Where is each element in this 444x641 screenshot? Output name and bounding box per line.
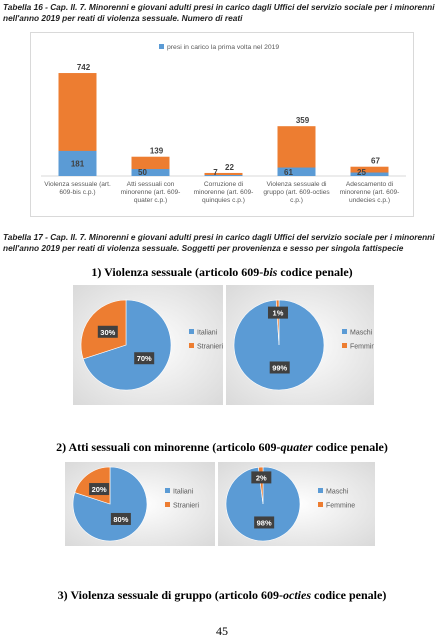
data-label: 1% bbox=[273, 309, 284, 318]
x-tick-label: Violenza sessuale di gruppo (art. 609-oc… bbox=[263, 181, 330, 204]
title-part: quater bbox=[280, 440, 313, 454]
data-label: 50 bbox=[138, 168, 147, 177]
legend-swatch bbox=[318, 502, 323, 507]
data-label: 98% bbox=[257, 518, 272, 527]
data-label: 80% bbox=[113, 515, 128, 524]
section-title: 3) Violenza sessuale di gruppo (articolo… bbox=[0, 588, 444, 603]
label-box bbox=[110, 512, 131, 525]
bar bbox=[277, 167, 316, 176]
legend-label: Maschi bbox=[350, 330, 373, 337]
section-title: 1) Violenza sessuale (articolo 609-bis c… bbox=[0, 265, 444, 280]
legend-swatch bbox=[165, 502, 170, 507]
label-box bbox=[134, 352, 155, 365]
data-label: 359 bbox=[296, 116, 310, 125]
legend-label: Stranieri bbox=[197, 344, 223, 351]
data-label: 70% bbox=[137, 354, 152, 363]
data-label: 742 bbox=[77, 63, 91, 72]
x-tick-label: Atti sessuali con minorenne (art. 609-qu… bbox=[120, 181, 181, 204]
title-part: 2) Atti sessuali con minorenne (articolo… bbox=[56, 440, 281, 454]
title-part: 1) Violenza sessuale (articolo 609- bbox=[91, 265, 264, 279]
legend-swatch bbox=[189, 329, 194, 334]
legend-label: presi in carico la prima volta nel 2019 bbox=[167, 44, 279, 51]
caption: Tabella 17 - Cap. II. 7. Minorenni e gio… bbox=[3, 232, 435, 253]
data-label: 99% bbox=[272, 363, 287, 372]
data-label: 181 bbox=[71, 159, 85, 168]
x-tick-label: Corruzione di minorenne (art. 609-quinqu… bbox=[193, 181, 254, 204]
label-box bbox=[267, 306, 288, 319]
title-part: 3) Violenza sessuale di gruppo (articolo… bbox=[57, 588, 283, 602]
label-box bbox=[269, 361, 290, 374]
label-box bbox=[254, 516, 275, 529]
pie-chart: 80% 20% Italiani Stranieri bbox=[65, 462, 215, 546]
legend-swatch bbox=[342, 329, 347, 334]
title-part: codice penale) bbox=[277, 265, 353, 279]
legend-swatch bbox=[165, 488, 170, 493]
x-tick-label: Adescamento di minorenne (art. 609-undec… bbox=[339, 181, 400, 204]
legend-swatch bbox=[159, 44, 164, 49]
title-part: codice penale) bbox=[311, 588, 387, 602]
label-box bbox=[89, 483, 110, 496]
chart: 80% 20% Italiani Stranieri bbox=[72, 466, 200, 542]
legend-swatch bbox=[318, 488, 323, 493]
bar bbox=[350, 172, 389, 176]
legend-label: Femmine bbox=[350, 344, 374, 351]
legend-label: Maschi bbox=[326, 489, 349, 496]
legend-label: Femmine bbox=[326, 503, 355, 510]
legend-label: Italiani bbox=[197, 330, 218, 337]
legend-label: Stranieri bbox=[173, 503, 200, 510]
page-number: 45 bbox=[216, 624, 228, 638]
title-part: codice penale) bbox=[312, 440, 388, 454]
chart: 98% 2% Maschi Femmine bbox=[225, 466, 355, 542]
legend-swatch bbox=[189, 343, 194, 348]
legend-label: Italiani bbox=[173, 489, 194, 496]
data-label: 139 bbox=[150, 147, 164, 156]
data-label: 61 bbox=[284, 168, 293, 177]
data-label: 2% bbox=[256, 473, 267, 482]
title-part: bis bbox=[263, 265, 278, 279]
bar-chart: presi in carico la prima volta nel 2019 7… bbox=[30, 32, 414, 217]
chart: presi in carico la prima volta nel 2019 7… bbox=[41, 44, 406, 177]
pie-slice bbox=[82, 299, 172, 391]
data-label: 7 bbox=[213, 168, 218, 177]
chart: 99% 1% Maschi Femmine bbox=[233, 299, 379, 391]
bar bbox=[204, 172, 243, 176]
bar bbox=[58, 150, 97, 176]
pie-chart: 70% 30% Italiani Stranieri bbox=[73, 285, 224, 405]
label-box bbox=[97, 325, 118, 338]
title-part: octies bbox=[283, 588, 311, 602]
chart: 70% 30% Italiani Stranieri bbox=[80, 299, 224, 391]
section-title: 2) Atti sessuali con minorenne (articolo… bbox=[0, 440, 444, 455]
legend-swatch bbox=[342, 343, 347, 348]
data-label: 22 bbox=[225, 163, 234, 172]
bar bbox=[131, 169, 170, 176]
data-label: 25 bbox=[357, 168, 366, 177]
data-label: 30% bbox=[100, 328, 115, 337]
pie-chart: 98% 2% Maschi Femmine bbox=[218, 462, 375, 546]
caption: Tabella 16 - Cap. II. 7. Minorenni e gio… bbox=[3, 2, 435, 23]
bar bbox=[350, 166, 389, 176]
data-label: 20% bbox=[92, 485, 107, 494]
label-box bbox=[251, 471, 272, 484]
data-label: 67 bbox=[371, 157, 380, 166]
x-tick-label: Violenza sessuale (art. 609-bis c.p.) bbox=[44, 181, 111, 196]
bar bbox=[204, 175, 243, 176]
pie-chart: 99% 1% Maschi Femmine bbox=[226, 285, 379, 405]
